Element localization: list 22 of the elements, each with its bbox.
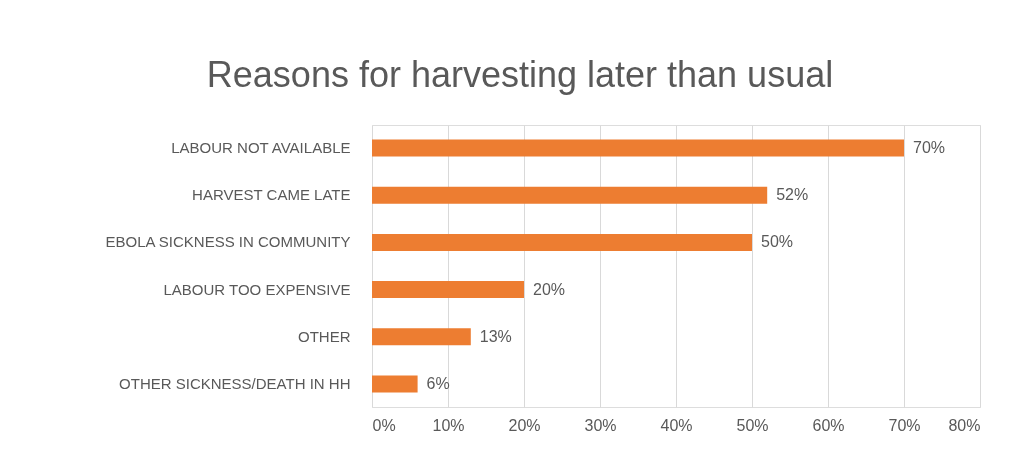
x-tick-label: 50%	[736, 416, 769, 434]
data-label: 20%	[533, 280, 566, 298]
x-tick-label: 0%	[372, 416, 396, 434]
data-label: 50%	[761, 233, 794, 251]
data-label: 6%	[426, 374, 450, 392]
x-tick-label: 40%	[660, 416, 693, 434]
y-tick-label: OTHER SICKNESS/DEATH IN HH	[119, 374, 351, 392]
x-tick-label: 70%	[888, 416, 921, 434]
y-tick-label: LABOUR NOT AVAILABLE	[171, 139, 351, 157]
x-tick-label: 60%	[812, 416, 845, 434]
y-tick-label: HARVEST CAME LATE	[192, 186, 351, 204]
x-tick-label: 30%	[584, 416, 617, 434]
x-tick-label: 10%	[432, 416, 465, 434]
y-tick-label: EBOLA SICKNESS IN COMMUNITY	[105, 233, 351, 251]
chart-title: Reasons for harvesting later than usual	[206, 54, 834, 95]
y-tick-label: LABOUR TOO EXPENSIVE	[163, 280, 351, 298]
data-label: 52%	[776, 186, 809, 204]
x-tick-label: 20%	[508, 416, 541, 434]
y-tick-label: OTHER	[298, 327, 351, 345]
x-tick-label: 80%	[948, 416, 981, 434]
data-label: 13%	[479, 327, 512, 345]
data-label: 70%	[913, 139, 946, 157]
